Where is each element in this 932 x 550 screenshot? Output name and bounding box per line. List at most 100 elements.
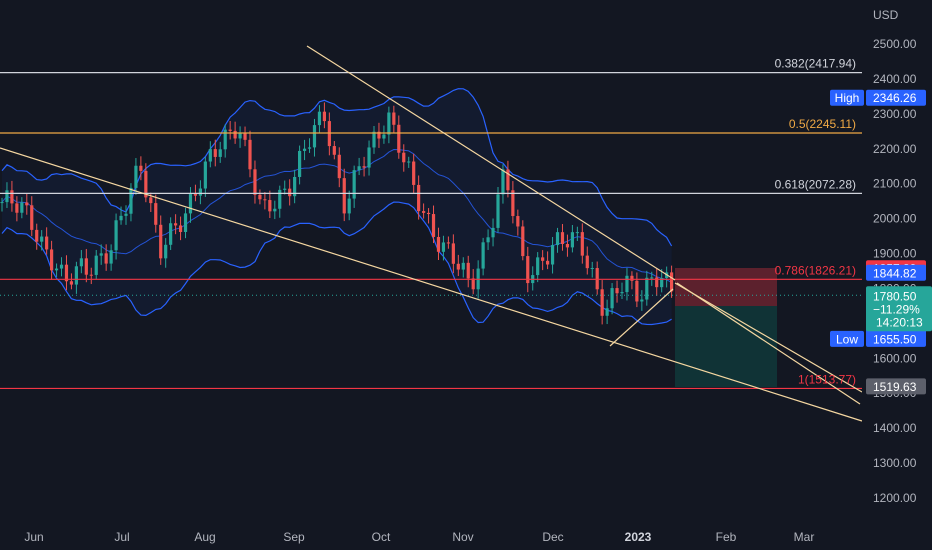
candle-body[interactable] — [104, 253, 108, 264]
candle-body[interactable] — [441, 242, 446, 252]
candle-body[interactable] — [382, 134, 386, 139]
candle-body[interactable] — [660, 278, 664, 288]
candle-body[interactable] — [268, 200, 272, 212]
candle-body[interactable] — [278, 189, 282, 209]
candle-body[interactable] — [605, 308, 609, 316]
candle-body[interactable] — [293, 176, 297, 197]
candle-body[interactable] — [144, 170, 148, 198]
candle-body[interactable] — [10, 190, 14, 204]
candle-body[interactable] — [402, 152, 406, 163]
candle-body[interactable] — [407, 161, 411, 163]
candle-body[interactable] — [114, 220, 118, 251]
candle-body[interactable] — [263, 199, 267, 201]
candle-body[interactable] — [94, 255, 98, 275]
candle-body[interactable] — [45, 236, 49, 250]
candle-body[interactable] — [536, 257, 540, 276]
candle-body[interactable] — [555, 232, 560, 246]
candle-body[interactable] — [322, 111, 326, 122]
candle-body[interactable] — [511, 190, 515, 217]
candle-body[interactable] — [456, 263, 460, 270]
trend-line[interactable] — [609, 288, 674, 347]
bollinger-lower-band[interactable] — [1, 201, 672, 326]
candle-body[interactable] — [471, 278, 475, 290]
candle-body[interactable] — [436, 236, 441, 252]
candle-body[interactable] — [99, 253, 103, 256]
candle-body[interactable] — [243, 132, 247, 140]
candle-body[interactable] — [183, 213, 188, 232]
candle-body[interactable] — [426, 212, 431, 215]
candle-body[interactable] — [446, 242, 450, 244]
candle-body[interactable] — [134, 165, 138, 188]
candle-body[interactable] — [337, 154, 341, 179]
candle-body[interactable] — [481, 242, 485, 269]
candle-body[interactable] — [40, 236, 44, 242]
candle-body[interactable] — [595, 268, 599, 290]
candle-body[interactable] — [312, 125, 317, 148]
candle-body[interactable] — [615, 288, 619, 294]
candle-body[interactable] — [213, 149, 217, 157]
candle-body[interactable] — [208, 149, 212, 162]
candle-body[interactable] — [610, 288, 614, 309]
candle-body[interactable] — [357, 166, 361, 171]
candle-body[interactable] — [203, 161, 207, 189]
candle-body[interactable] — [367, 147, 371, 168]
candle-body[interactable] — [332, 146, 336, 155]
candle-body[interactable] — [635, 280, 639, 302]
bollinger-middle-band[interactable] — [1, 148, 672, 284]
candle-body[interactable] — [546, 260, 550, 265]
candle-body[interactable] — [570, 232, 574, 248]
candle-body[interactable] — [5, 190, 9, 203]
candle-body[interactable] — [74, 266, 78, 285]
candle-body[interactable] — [600, 289, 604, 316]
candle-body[interactable] — [69, 281, 74, 285]
candle-body[interactable] — [169, 223, 173, 245]
candle-body[interactable] — [174, 223, 178, 226]
candle-body[interactable] — [526, 256, 530, 284]
last-price-tag[interactable] — [866, 286, 932, 332]
trend-line[interactable] — [674, 282, 863, 393]
candle-body[interactable] — [496, 194, 500, 228]
candle-body[interactable] — [307, 147, 312, 149]
candle-body[interactable] — [283, 188, 287, 190]
candle-body[interactable] — [585, 255, 589, 269]
candle-body[interactable] — [79, 258, 83, 267]
candle-body[interactable] — [139, 165, 143, 171]
candle-body[interactable] — [431, 214, 436, 237]
candle-body[interactable] — [109, 250, 113, 264]
stop-loss-zone[interactable] — [675, 268, 777, 306]
candle-body[interactable] — [89, 274, 93, 276]
candle-body[interactable] — [521, 226, 525, 257]
candle-body[interactable] — [20, 202, 24, 213]
candle-body[interactable] — [422, 211, 426, 213]
candle-body[interactable] — [466, 262, 470, 279]
candle-body[interactable] — [50, 249, 54, 271]
candle-body[interactable] — [198, 188, 202, 196]
candle-body[interactable] — [59, 264, 64, 269]
candle-body[interactable] — [397, 124, 401, 153]
candle-body[interactable] — [84, 258, 88, 275]
candle-body[interactable] — [317, 111, 322, 126]
candle-body[interactable] — [655, 277, 659, 288]
candle-body[interactable] — [347, 198, 351, 214]
candle-body[interactable] — [288, 188, 292, 197]
candle-body[interactable] — [550, 245, 555, 265]
candle-body[interactable] — [302, 148, 307, 151]
candle-body[interactable] — [218, 149, 222, 157]
candle-body[interactable] — [387, 112, 391, 135]
candle-body[interactable] — [64, 264, 69, 282]
candle-body[interactable] — [590, 268, 594, 270]
candle-body[interactable] — [486, 237, 490, 243]
candle-body[interactable] — [501, 169, 505, 195]
candle-body[interactable] — [258, 194, 262, 200]
candle-body[interactable] — [15, 203, 19, 213]
candle-body[interactable] — [650, 277, 654, 279]
candle-body[interactable] — [273, 208, 277, 212]
candle-body[interactable] — [491, 227, 495, 238]
candle-body[interactable] — [188, 194, 193, 214]
candle-body[interactable] — [372, 131, 376, 148]
candle-body[interactable] — [223, 129, 227, 150]
candle-body[interactable] — [451, 243, 455, 264]
candle-body[interactable] — [35, 229, 39, 242]
candle-body[interactable] — [575, 232, 579, 234]
